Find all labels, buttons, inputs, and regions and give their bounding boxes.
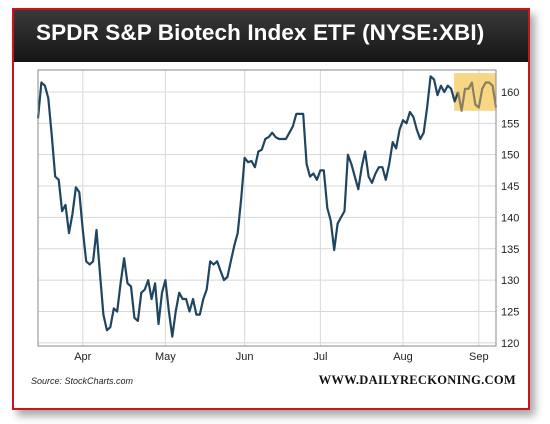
x-tick-label: May <box>155 351 176 363</box>
y-tick-label: 155 <box>501 118 519 130</box>
source-note: Source: StockCharts.com <box>31 376 134 386</box>
y-tick-label: 140 <box>501 212 519 224</box>
y-tick-label: 145 <box>501 181 519 193</box>
x-tick-label: Sep <box>469 351 489 363</box>
x-tick-label: Jul <box>313 351 327 363</box>
x-tick-label: Aug <box>393 351 413 363</box>
y-tick-label: 150 <box>501 150 519 162</box>
y-tick-label: 130 <box>501 275 519 287</box>
plot-border <box>37 69 497 347</box>
x-tick-label: Apr <box>74 351 91 363</box>
price-line <box>36 75 460 338</box>
price-line-highlighted <box>457 81 498 112</box>
line-chart: 120 125 130 135 140 145 150 155 160 Apr May Jun Jul A… <box>36 69 519 363</box>
brand-url: WWW.DAILYRECKONING.COM <box>318 373 516 387</box>
chart-frame: SPDR S&P Biotech Index ETF (NYSE:XBI) 12… <box>12 8 530 410</box>
y-tick-label: 160 <box>501 87 519 99</box>
x-tick-label: Jun <box>236 351 254 363</box>
chart-title: SPDR S&P Biotech Index ETF (NYSE:XBI) <box>36 20 485 45</box>
chart-header: SPDR S&P Biotech Index ETF (NYSE:XBI) <box>14 10 528 62</box>
y-tick-label: 125 <box>501 307 519 319</box>
y-tick-label: 135 <box>501 244 519 256</box>
y-tick-label: 120 <box>501 338 519 350</box>
plot-area <box>37 69 497 347</box>
